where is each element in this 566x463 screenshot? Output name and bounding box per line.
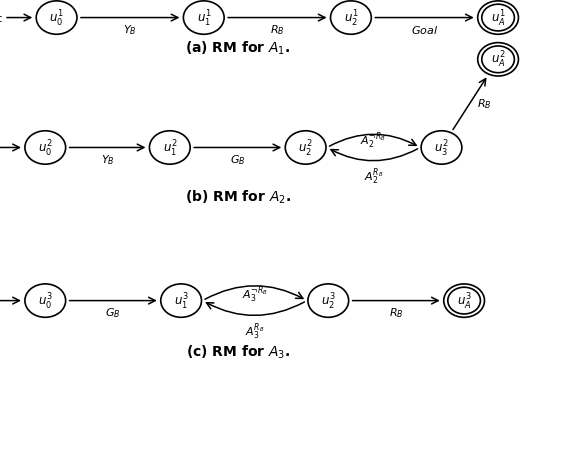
Text: $u_A^1$: $u_A^1$: [491, 8, 505, 29]
Ellipse shape: [36, 2, 77, 35]
Text: $G_B$: $G_B$: [230, 153, 246, 167]
Text: $A_3^{\neg R_B}$: $A_3^{\neg R_B}$: [242, 284, 268, 305]
Text: $R_B$: $R_B$: [477, 97, 491, 111]
Ellipse shape: [308, 284, 349, 318]
Text: $u_3^2$: $u_3^2$: [434, 138, 449, 158]
Text: $\mathit{Goal}$: $\mathit{Goal}$: [411, 24, 438, 36]
Ellipse shape: [285, 131, 326, 165]
Ellipse shape: [161, 284, 201, 318]
Text: $Y_B$: $Y_B$: [123, 23, 137, 37]
Text: (b) RM for $A_2$.: (b) RM for $A_2$.: [185, 188, 291, 206]
Text: $Y_B$: $Y_B$: [101, 153, 114, 167]
Ellipse shape: [444, 284, 484, 318]
Ellipse shape: [478, 44, 518, 77]
Text: $u_1^1$: $u_1^1$: [196, 8, 211, 29]
Text: (a) RM for $A_1$.: (a) RM for $A_1$.: [185, 40, 290, 57]
Ellipse shape: [331, 2, 371, 35]
Text: $A_2^{\neg R_B}$: $A_2^{\neg R_B}$: [361, 130, 387, 150]
Text: $u_A^3$: $u_A^3$: [457, 291, 471, 311]
Ellipse shape: [149, 131, 190, 165]
Text: $A_2^{R_B}$: $A_2^{R_B}$: [364, 166, 383, 187]
Ellipse shape: [183, 2, 224, 35]
Text: $u_1^2$: $u_1^2$: [162, 138, 177, 158]
Ellipse shape: [478, 2, 518, 35]
Text: $u_0^2$: $u_0^2$: [38, 138, 53, 158]
Text: $G_B$: $G_B$: [105, 306, 121, 319]
Ellipse shape: [25, 131, 66, 165]
Text: $u_2^3$: $u_2^3$: [321, 291, 336, 311]
Text: $R_B$: $R_B$: [270, 23, 285, 37]
Ellipse shape: [421, 131, 462, 165]
Text: $u_A^2$: $u_A^2$: [491, 50, 505, 70]
Text: $u_2^2$: $u_2^2$: [298, 138, 313, 158]
Text: (c) RM for $A_3$.: (c) RM for $A_3$.: [186, 343, 290, 361]
Text: $R_B$: $R_B$: [389, 306, 404, 319]
Text: $u_2^1$: $u_2^1$: [344, 8, 358, 29]
Text: start: start: [0, 13, 2, 24]
Text: $u_1^3$: $u_1^3$: [174, 291, 188, 311]
Text: $u_0^1$: $u_0^1$: [49, 8, 64, 29]
Text: $A_3^{R_B}$: $A_3^{R_B}$: [245, 321, 264, 342]
Text: $u_0^3$: $u_0^3$: [38, 291, 53, 311]
Ellipse shape: [25, 284, 66, 318]
